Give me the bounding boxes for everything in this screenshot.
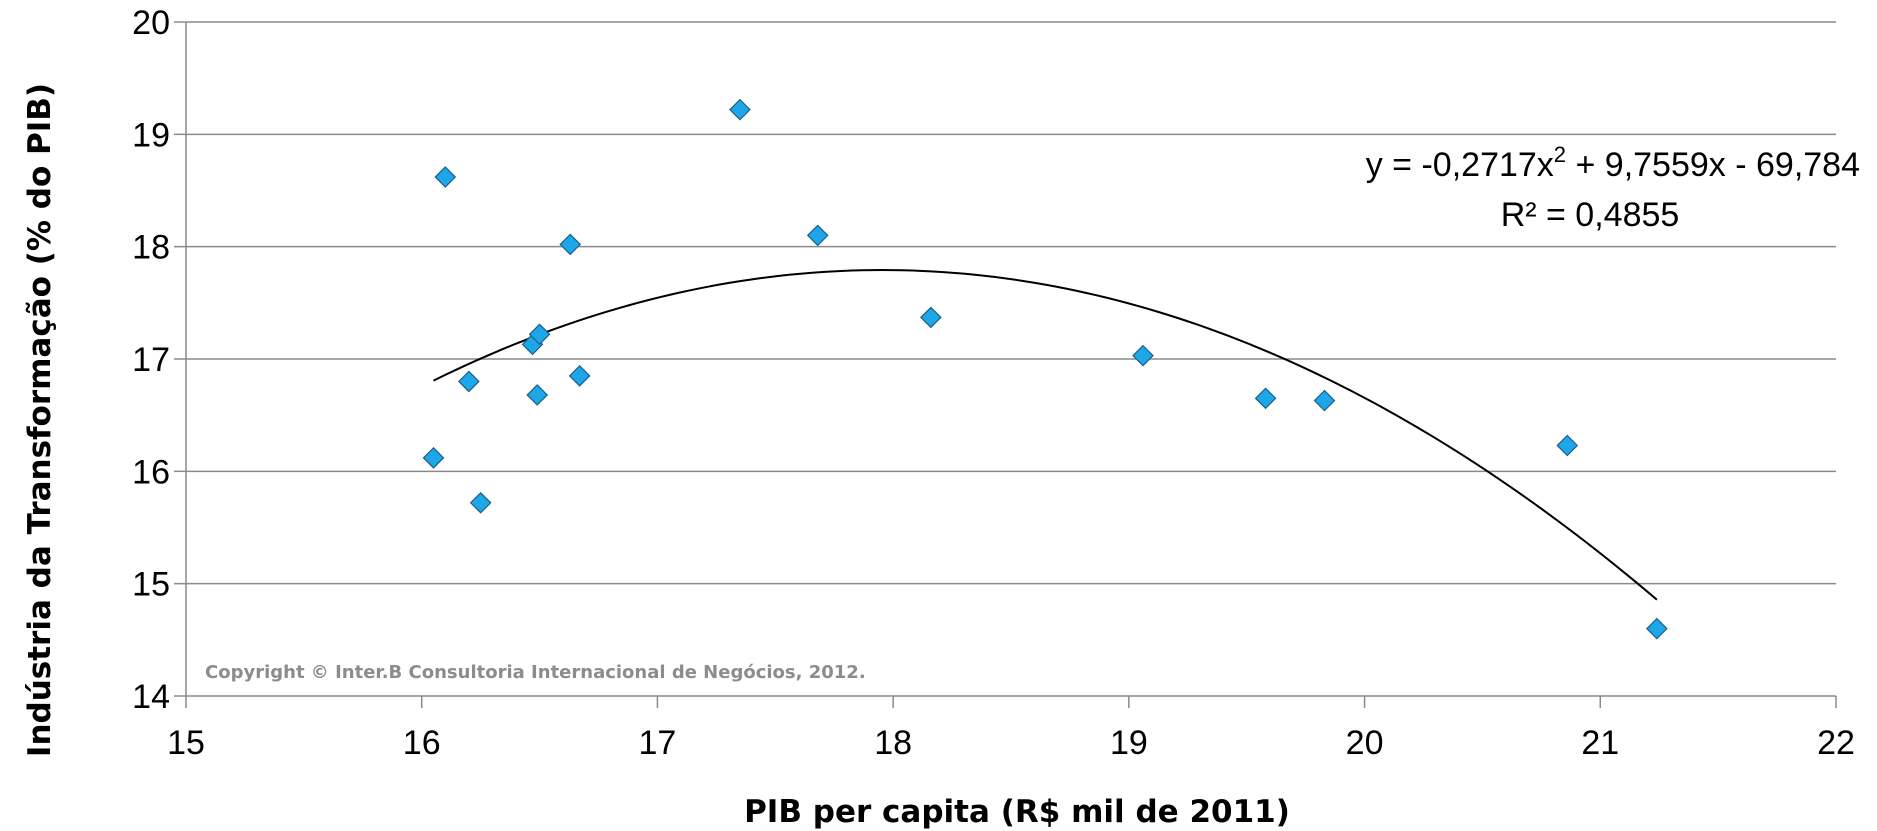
data-point-4 [469, 491, 492, 514]
y-tick-label-18: 18 [132, 229, 170, 267]
data-point-10 [729, 98, 751, 121]
axes [174, 21, 1837, 708]
x-axis-title: PIB per capita (R$ mil de 2011) [744, 794, 1290, 830]
data-point-3 [458, 370, 480, 393]
data-point-15 [1313, 389, 1336, 412]
y-tick-label-19: 19 [132, 116, 170, 154]
data-point-13 [1132, 344, 1154, 367]
x-tick-label-15: 15 [167, 724, 205, 762]
x-tick-label-21: 21 [1581, 724, 1619, 762]
x-tick-label-17: 17 [639, 724, 677, 762]
x-tick-label-22: 22 [1817, 724, 1855, 762]
x-tick-labels: 15 16 17 18 19 20 21 22 [167, 724, 1855, 762]
data-point-1 [422, 447, 445, 469]
y-tick-label-17: 17 [132, 341, 170, 379]
y-axis-title: Indústria da Transformação (% do PIB) [22, 83, 58, 757]
x-tick-label-20: 20 [1346, 724, 1384, 762]
data-point-16 [1556, 434, 1579, 457]
data-point-11 [806, 224, 829, 247]
x-tick-label-18: 18 [874, 724, 912, 762]
x-tick-label-19: 19 [1110, 724, 1148, 762]
y-tick-labels: 14 15 16 17 18 19 20 [132, 4, 170, 716]
data-point-9 [568, 365, 591, 387]
data-point-6 [526, 384, 549, 406]
x-tick-label-16: 16 [403, 724, 441, 762]
data-point-7 [528, 323, 551, 346]
y-tick-label-14: 14 [132, 678, 170, 716]
data-points [422, 98, 1668, 640]
data-point-17 [1646, 617, 1668, 640]
r-squared-label: R² = 0,4855 [1501, 196, 1680, 234]
data-point-14 [1254, 387, 1277, 410]
y-tick-label-15: 15 [132, 566, 170, 604]
trendline [433, 269, 1658, 601]
data-point-8 [559, 233, 582, 256]
y-tick-label-20: 20 [132, 4, 170, 42]
copyright-note: Copyright © Inter.B Consultoria Internac… [205, 662, 866, 683]
data-point-2 [434, 166, 457, 188]
trendline-equation: y = -0,2717x2 + 9,7559x - 69,784 [1366, 142, 1860, 184]
gridlines [186, 21, 1836, 585]
y-tick-label-16: 16 [132, 453, 170, 491]
data-point-12 [920, 306, 942, 329]
